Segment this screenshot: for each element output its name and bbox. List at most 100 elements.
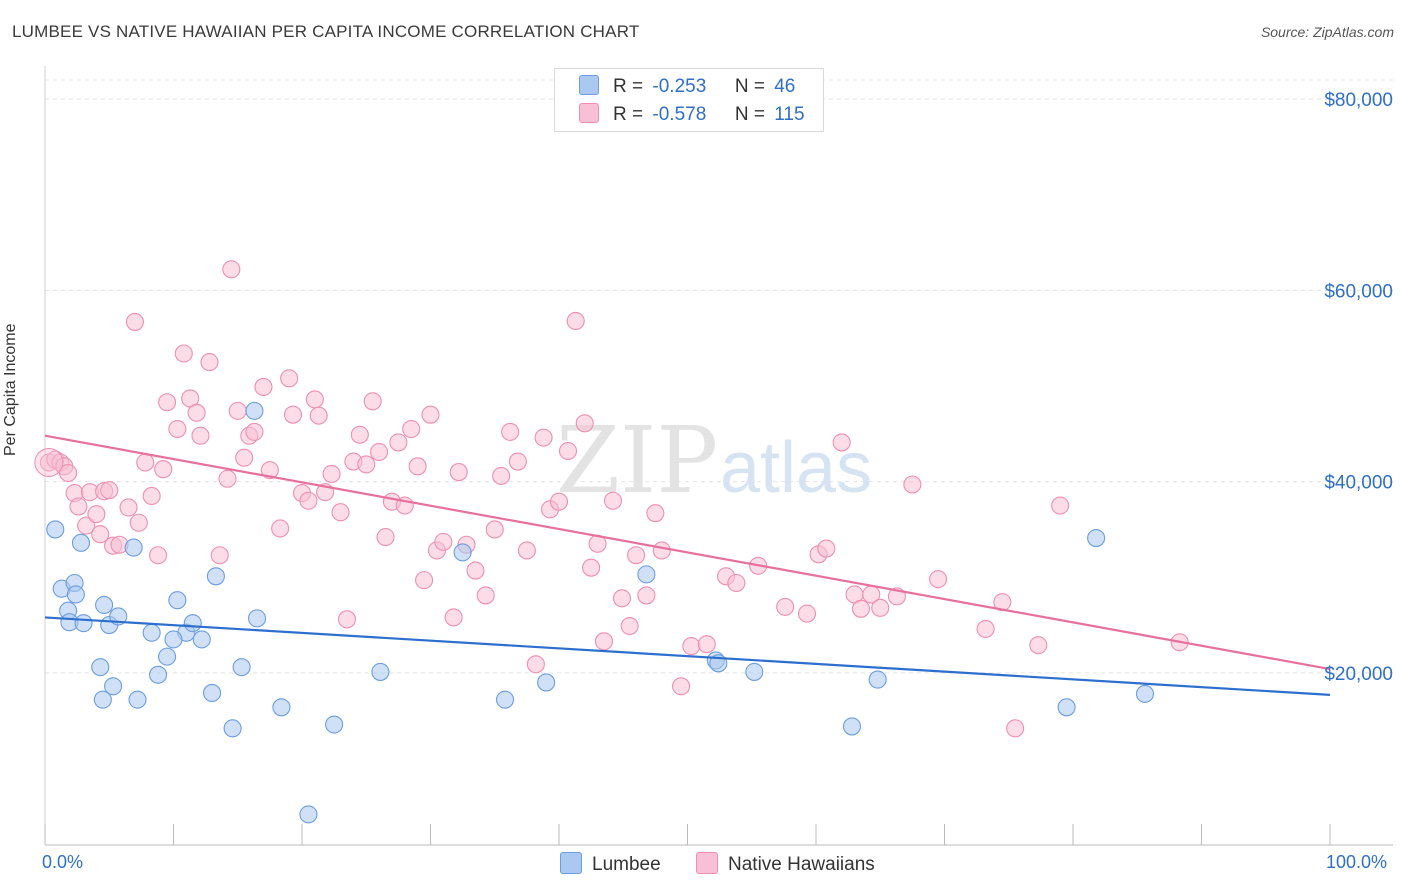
native-hawaiians-point	[476, 586, 495, 605]
lumbee-point	[168, 591, 187, 610]
n-value: 46	[774, 76, 796, 97]
native-hawaiians-point	[142, 486, 161, 506]
native-hawaiians-point	[191, 426, 210, 445]
lumbee-trend-line	[44, 616, 1331, 696]
r-label: R =	[613, 76, 644, 97]
r-label: R =	[613, 104, 644, 125]
native-hawaiians-point	[218, 469, 237, 488]
lumbee-point	[232, 658, 251, 677]
native-hawaiians-swatch	[696, 852, 718, 874]
native-hawaiians-point	[817, 539, 836, 558]
stats-legend: R = -0.253 N = 46 R = -0.578 N = 115	[554, 68, 824, 132]
y-tick-label: $20,000	[1324, 664, 1393, 685]
native-hawaiians-point	[929, 570, 948, 589]
native-hawaiians-point	[485, 520, 504, 539]
native-hawaiians-point	[575, 414, 594, 433]
lumbee-point	[272, 698, 291, 717]
native-hawaiians-point	[776, 597, 795, 616]
y-axis-label: Per Capita Income	[2, 323, 19, 456]
native-hawaiians-point	[501, 422, 520, 441]
lumbee-point	[149, 665, 168, 684]
lumbee-point	[745, 662, 764, 681]
native-hawaiians-point	[1029, 636, 1048, 655]
native-hawaiians-point	[627, 546, 646, 565]
legend-item-lumbee[interactable]: Lumbee	[560, 852, 661, 876]
native-hawaiians-point	[350, 425, 369, 444]
native-hawaiians-point	[309, 406, 328, 425]
native-hawaiians-point	[376, 528, 395, 547]
native-hawaiians-point	[337, 610, 357, 629]
lumbee-point	[1135, 684, 1155, 703]
native-hawaiians-point	[526, 655, 545, 674]
native-hawaiians-point	[91, 525, 110, 544]
native-hawaiians-point	[444, 608, 463, 627]
chart-title: LUMBEE VS NATIVE HAWAIIAN PER CAPITA INC…	[12, 22, 640, 41]
lumbee-point	[95, 595, 114, 615]
native-hawaiians-point	[260, 461, 279, 480]
native-hawaiians-point	[727, 573, 746, 593]
lumbee-point	[93, 690, 112, 709]
native-hawaiians-point	[87, 505, 106, 524]
native-hawaiians-point	[603, 491, 623, 510]
lumbee-point	[1057, 698, 1076, 717]
native-hawaiians-point	[582, 558, 601, 577]
lumbee-point	[158, 647, 177, 666]
lumbee-point	[245, 401, 264, 420]
lumbee-point	[124, 538, 143, 557]
lumbee-swatch	[579, 75, 599, 95]
trend-lines	[44, 434, 1331, 696]
legend-label-lumbee: Lumbee	[592, 854, 661, 875]
native-hawaiians-point	[697, 635, 716, 654]
lumbee-point	[74, 614, 93, 633]
native-hawaiians-point	[672, 677, 691, 696]
lumbee-point	[104, 677, 123, 696]
lumbee-point	[495, 690, 515, 709]
bottom-legend: Lumbee Native Hawaiians	[0, 852, 1406, 878]
native-hawaiians-point	[903, 475, 922, 494]
lumbee-point	[183, 614, 202, 633]
native-hawaiians-point	[245, 422, 264, 441]
native-hawaiians-point	[389, 433, 408, 452]
n-label: N =	[734, 76, 765, 97]
n-label: N =	[734, 104, 765, 125]
lumbee-point	[46, 520, 65, 539]
native-hawaiians-point	[851, 599, 871, 618]
y-tick-label: $80,000	[1324, 90, 1393, 111]
native-hawaiians-point	[322, 464, 341, 484]
legend-item-native-hawaiians[interactable]: Native Hawaiians	[696, 852, 875, 876]
native-hawaiians-point	[370, 442, 389, 462]
native-hawaiians-point	[682, 637, 701, 656]
lumbee-point	[299, 805, 318, 824]
native-hawaiians-point	[421, 405, 440, 424]
native-hawaiians-point	[1051, 496, 1070, 515]
native-hawaiians-point	[534, 428, 553, 447]
native-hawaiians-point	[363, 392, 382, 411]
x-tick-label-min: 0.0%	[42, 852, 84, 872]
native-hawaiians-point	[154, 460, 173, 479]
lumbee-point	[247, 609, 267, 628]
lumbee-point	[1087, 528, 1106, 548]
watermark: ZIP atlas	[556, 407, 872, 514]
n-value: 115	[774, 104, 805, 125]
lumbee-point	[206, 567, 225, 586]
native-hawaiians-point	[125, 312, 144, 331]
y-tick-labels: $20,000 $40,000 $60,000 $80,000	[1324, 90, 1393, 685]
grid-lines	[45, 79, 1393, 674]
native-hawaiians-point	[34, 448, 64, 477]
lumbee-point	[142, 623, 161, 642]
native-hawaiians-point	[832, 433, 851, 452]
native-hawaiians-point	[235, 448, 254, 467]
native-hawaiians-point	[119, 498, 138, 517]
native-hawaiians-point	[200, 353, 219, 372]
native-hawaiians-point	[492, 466, 511, 485]
native-hawaiians-point	[408, 457, 427, 476]
native-hawaiians-point	[168, 419, 187, 439]
lumbee-point	[325, 715, 344, 734]
native-hawaiians-point	[508, 452, 527, 471]
native-hawaiians-point	[517, 541, 536, 560]
stats-legend-row-lumbee: R = -0.253 N = 46	[579, 75, 795, 97]
native-hawaiians-point	[100, 481, 119, 500]
native-hawaiians-point	[174, 344, 193, 363]
lumbee-point	[71, 533, 91, 552]
